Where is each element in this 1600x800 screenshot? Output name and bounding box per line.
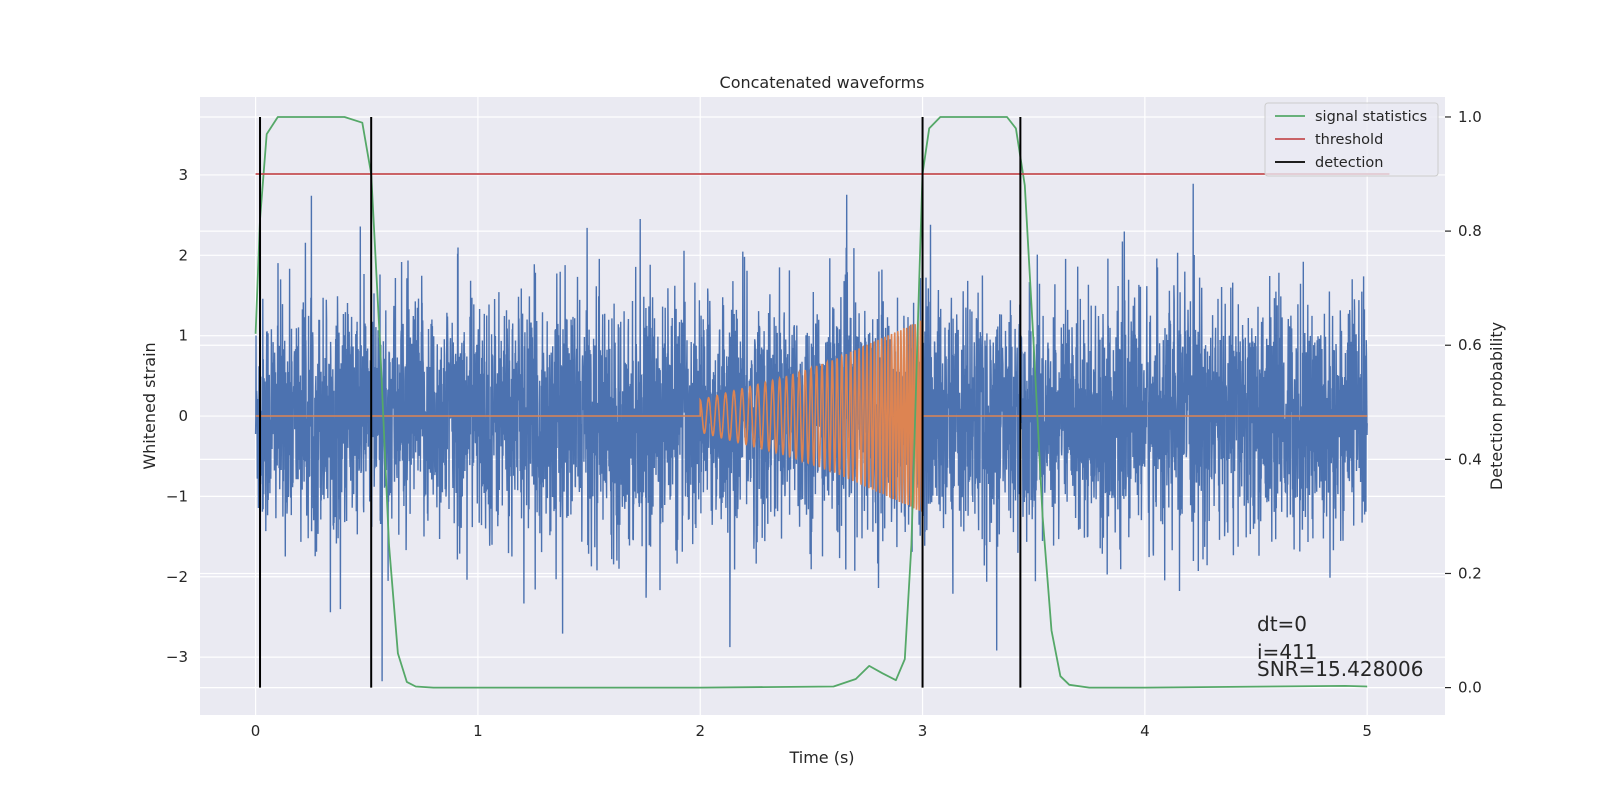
x-tick-label: 3 [918, 722, 928, 740]
y-right-axis-label: Detection probability [1487, 322, 1506, 490]
y-left-axis-label: Whitened strain [140, 342, 159, 469]
strain-series-line [254, 183, 1368, 682]
legend-label-signal-statistics: signal statistics [1315, 109, 1427, 125]
y-right-ticks: 0.0 0.2 0.4 0.6 0.8 1.0 [1445, 108, 1482, 697]
y-right-tick-label: 0.6 [1458, 336, 1482, 354]
legend: signal statistics threshold detection [1264, 102, 1439, 177]
annotation-snr: SNR=15.428006 [1257, 657, 1423, 681]
y-left-tick-label: 0 [178, 407, 188, 425]
y-left-tick-label: 2 [178, 246, 188, 264]
x-tick-label: 4 [1140, 722, 1150, 740]
legend-label-threshold: threshold [1315, 132, 1383, 148]
x-ticks: 0 1 2 3 4 5 [251, 722, 1372, 740]
y-right-tick-label: 0.4 [1458, 450, 1482, 468]
y-right-tick-label: 1.0 [1458, 108, 1482, 126]
annotation-i: i=411 [1257, 640, 1318, 664]
injected-signal-line [255, 320, 1368, 512]
y-right-tick-label: 0.0 [1458, 679, 1482, 697]
y-left-tick-label: 3 [178, 166, 188, 184]
y-left-tick-label: −2 [166, 568, 188, 586]
signal-statistics-line [254, 116, 1368, 689]
legend-label-detection: detection [1315, 155, 1383, 171]
x-tick-label: 1 [473, 722, 483, 740]
y-left-tick-label: −1 [166, 487, 188, 505]
y-left-tick-label: −3 [166, 648, 188, 666]
legend-box [1264, 102, 1439, 177]
annotation-dt: dt=0 [1257, 612, 1307, 636]
y-right-tick-label: 0.8 [1458, 222, 1482, 240]
x-tick-label: 5 [1362, 722, 1372, 740]
plot-area [254, 116, 1390, 689]
y-right-tick-label: 0.2 [1458, 564, 1482, 582]
chart-title: Concatenated waveforms [720, 73, 925, 92]
x-tick-label: 0 [251, 722, 261, 740]
x-axis-label: Time (s) [788, 748, 854, 767]
y-left-ticks: −3 −2 −1 0 1 2 3 [166, 166, 188, 666]
x-tick-label: 2 [695, 722, 705, 740]
y-left-tick-label: 1 [178, 327, 188, 345]
annotation: dt=0 i=411 SNR=15.428006 [1257, 612, 1423, 681]
